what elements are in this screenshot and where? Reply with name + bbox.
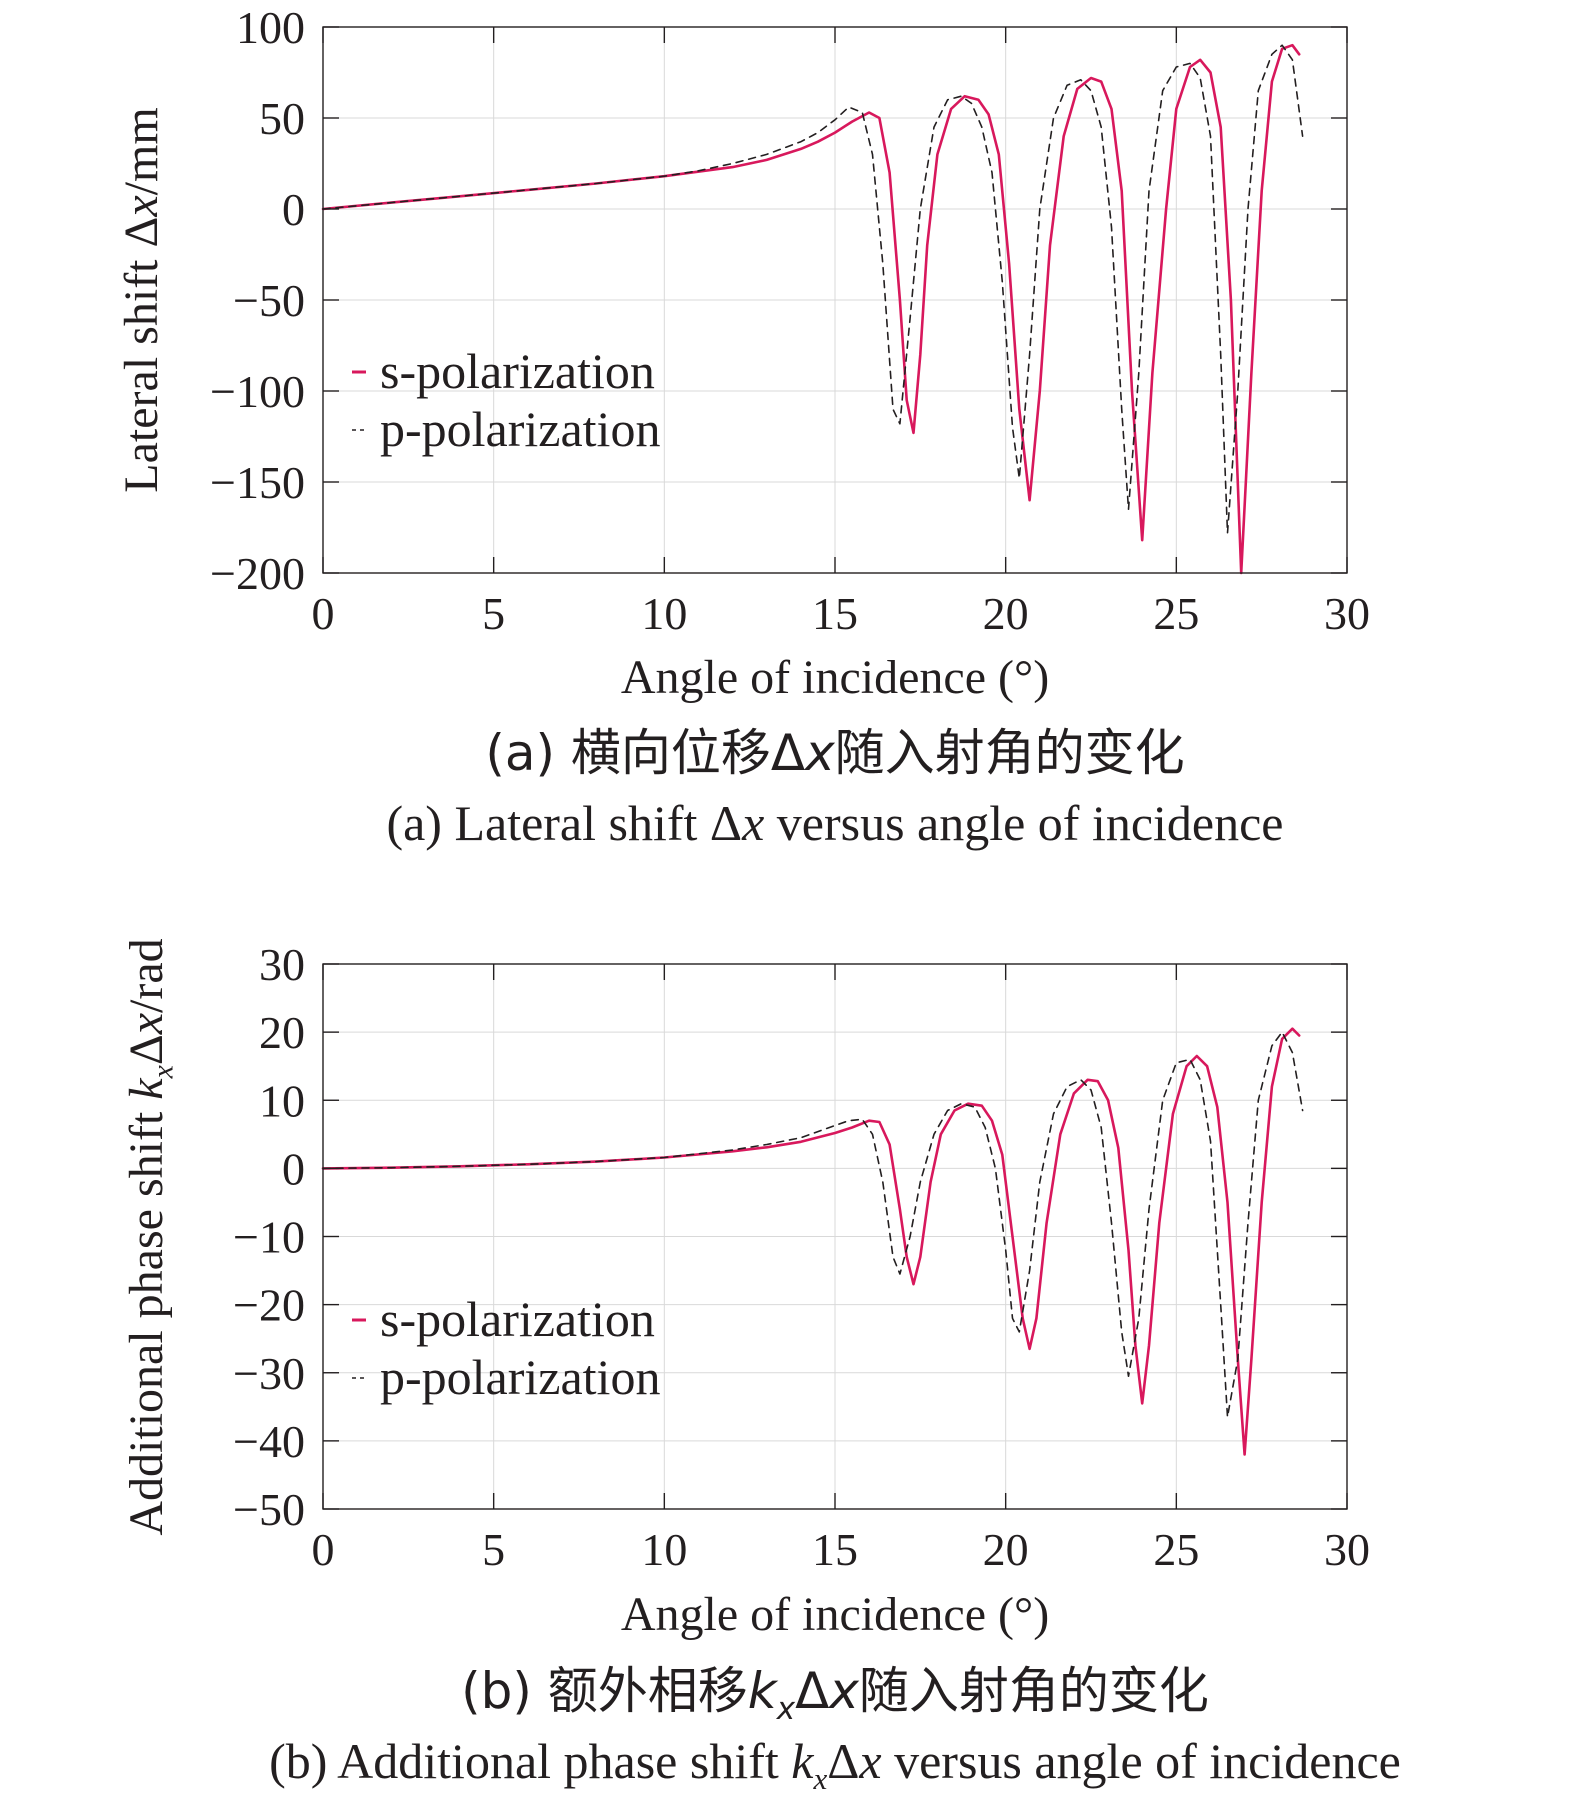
chart-a-legend-label-p: p-polarization — [380, 401, 660, 457]
chart-b-x-tick-labels: 0 5 10 15 20 25 30 — [312, 1524, 1371, 1575]
y-tick-label: 100 — [236, 2, 305, 53]
x-tick-label: 15 — [812, 588, 858, 639]
chart-b-legend-label-p: p-polarization — [380, 1349, 660, 1405]
chart-a-x-tick-labels: 0 5 10 15 20 25 30 — [312, 588, 1371, 639]
chart-a-y-tick-labels: 100 50 0 −50 −100 −150 −200 — [210, 2, 305, 599]
y-tick-label: −150 — [210, 457, 305, 508]
chart-b-series — [321, 1027, 1304, 1456]
chart-b-x-axis-title: Angle of incidence (°) — [621, 1588, 1049, 1641]
chart-b-caption-english: (b) Additional phase shift kxΔx versus a… — [269, 1733, 1401, 1796]
chart-b-caption-chinese: (b) 额外相移kxΔx随入射角的变化 — [461, 1662, 1209, 1727]
chart-a-legend-label-s: s-polarization — [380, 343, 655, 399]
chart-b-legend-label-s: s-polarization — [380, 1291, 655, 1347]
y-tick-label: −200 — [210, 548, 305, 599]
chart-b-phase-shift: 0 5 10 15 20 25 30 30 20 10 0 −10 −20 −30 −40 −50 Angl… — [120, 938, 1401, 1795]
y-tick-label: −40 — [233, 1416, 305, 1467]
x-tick-label: 25 — [1153, 1524, 1199, 1575]
chart-a-x-axis-title: Angle of incidence (°) — [621, 651, 1049, 704]
chart-a-series — [321, 43, 1304, 575]
y-tick-label: −100 — [210, 366, 305, 417]
x-tick-label: 20 — [983, 588, 1029, 639]
chart-a-lateral-shift: 0 5 10 15 20 25 30 100 50 0 −50 −100 −150 −200 Angle… — [115, 2, 1370, 851]
chart-a-caption-chinese: (a) 横向位移Δx随入射角的变化 — [485, 724, 1184, 782]
chart-a-legend: s-polarization p-polarization — [352, 343, 660, 457]
chart-a-y-axis-title: Lateral shift Δx/mm — [115, 107, 168, 492]
x-tick-label: 20 — [983, 1524, 1029, 1575]
series-line-s-polarization — [321, 1027, 1301, 1456]
chart-b-y-tick-labels: 30 20 10 0 −10 −20 −30 −40 −50 — [233, 939, 305, 1535]
x-tick-label: 15 — [812, 1524, 858, 1575]
series-line-p-polarization — [322, 1031, 1304, 1418]
y-tick-label: 50 — [259, 93, 305, 144]
chart-b-grid — [323, 964, 1347, 1509]
y-tick-label: −50 — [233, 1484, 305, 1535]
series-line-s-polarization — [321, 43, 1301, 575]
y-tick-label: 30 — [259, 939, 305, 990]
y-tick-label: −50 — [233, 275, 305, 326]
chart-b-y-axis-title: Additional phase shift kxΔx/rad — [120, 938, 180, 1535]
x-tick-label: 0 — [312, 1524, 335, 1575]
y-tick-label: −20 — [233, 1280, 305, 1331]
x-tick-label: 5 — [482, 588, 505, 639]
x-tick-label: 30 — [1324, 1524, 1370, 1575]
x-tick-label: 10 — [641, 1524, 687, 1575]
y-tick-label: −10 — [233, 1212, 305, 1263]
series-line-p-polarization — [322, 44, 1304, 534]
y-tick-label: 10 — [259, 1075, 305, 1126]
y-tick-label: −30 — [233, 1348, 305, 1399]
chart-a-caption-english: (a) Lateral shift Δx versus angle of inc… — [386, 795, 1283, 851]
chart-b-legend: s-polarization p-polarization — [352, 1291, 660, 1405]
x-tick-label: 30 — [1324, 588, 1370, 639]
chart-a-ticks — [322, 26, 1348, 574]
chart-b-ticks — [322, 963, 1348, 1510]
x-tick-label: 10 — [641, 588, 687, 639]
chart-a-grid — [323, 27, 1347, 573]
x-tick-label: 5 — [482, 1524, 505, 1575]
x-tick-label: 0 — [312, 588, 335, 639]
y-tick-label: 0 — [282, 184, 305, 235]
x-tick-label: 25 — [1153, 588, 1199, 639]
y-tick-label: 20 — [259, 1007, 305, 1058]
y-tick-label: 0 — [282, 1143, 305, 1194]
